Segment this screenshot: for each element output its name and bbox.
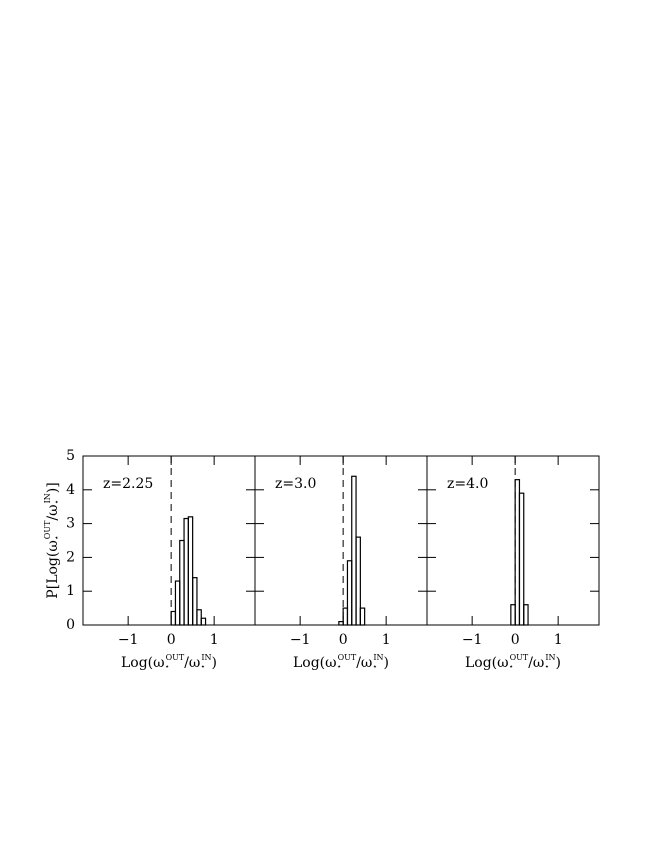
label-part: IN bbox=[43, 493, 52, 503]
bar bbox=[355, 536, 361, 626]
annotation: z=2.25 bbox=[103, 476, 153, 492]
bar bbox=[187, 516, 194, 626]
x-tick-label: 0 bbox=[167, 632, 176, 648]
axis-label: Log(ω⋆OUT/ω⋆IN) bbox=[293, 653, 389, 671]
bar bbox=[523, 604, 529, 626]
x-tick-label: 1 bbox=[210, 632, 219, 648]
label-part: /ω bbox=[528, 655, 544, 671]
label-part: ⋆ bbox=[544, 662, 549, 671]
label-part: OUT bbox=[338, 653, 357, 662]
x-tick-label: −1 bbox=[462, 632, 483, 648]
label-part: OUT bbox=[166, 653, 185, 662]
x-tick-label: −1 bbox=[290, 632, 311, 648]
label-part: Log(ω bbox=[293, 655, 337, 671]
label-part: ⋆ bbox=[509, 662, 514, 671]
label-part: IN bbox=[201, 653, 211, 662]
x-tick-label: 1 bbox=[382, 632, 391, 648]
label-part: /ω bbox=[45, 504, 61, 520]
axis-label: P[Log(ω⋆OUT/ω⋆IN)] bbox=[43, 482, 61, 598]
bar bbox=[170, 610, 177, 626]
y-tick-label: 3 bbox=[66, 516, 75, 532]
x-tick-label: 1 bbox=[554, 632, 563, 648]
label-part: Log(ω bbox=[465, 655, 509, 671]
label-part: IN bbox=[373, 653, 383, 662]
bar bbox=[514, 479, 521, 626]
bar bbox=[510, 604, 516, 626]
bar bbox=[351, 475, 357, 626]
y-tick-label: 1 bbox=[66, 583, 75, 599]
x-tick-label: 0 bbox=[339, 632, 348, 648]
label-part: ) bbox=[556, 655, 561, 671]
label-part: IN bbox=[545, 653, 555, 662]
bar bbox=[342, 607, 349, 626]
bar bbox=[179, 539, 185, 626]
bar bbox=[346, 560, 353, 626]
label-part: ) bbox=[212, 655, 217, 671]
label-part: OUT bbox=[43, 520, 52, 539]
annotation: z=3.0 bbox=[275, 476, 316, 492]
axis-label: Log(ω⋆OUT/ω⋆IN) bbox=[465, 653, 561, 671]
label-part: /ω bbox=[356, 655, 372, 671]
annotation: z=4.0 bbox=[447, 476, 488, 492]
label-part: ⋆ bbox=[165, 662, 170, 671]
bar bbox=[174, 580, 181, 626]
label-part: ⋆ bbox=[52, 535, 61, 540]
label-part: ⋆ bbox=[200, 662, 205, 671]
x-tick-label: 0 bbox=[511, 632, 520, 648]
label-part: )] bbox=[45, 482, 61, 493]
label-part: ⋆ bbox=[52, 499, 61, 504]
label-part: OUT bbox=[510, 653, 529, 662]
axis-label: Log(ω⋆OUT/ω⋆IN) bbox=[121, 653, 217, 671]
label-part: Log(ω bbox=[121, 655, 165, 671]
bar bbox=[338, 621, 344, 626]
bar bbox=[196, 609, 202, 626]
bar bbox=[200, 617, 207, 626]
bar bbox=[192, 577, 198, 626]
bar bbox=[359, 607, 366, 626]
label-part: ⋆ bbox=[337, 662, 342, 671]
label-part: P[Log(ω bbox=[45, 540, 61, 598]
y-tick-label: 4 bbox=[66, 482, 75, 498]
x-tick-label: −1 bbox=[118, 632, 139, 648]
label-part: ⋆ bbox=[372, 662, 377, 671]
y-tick-label: 5 bbox=[66, 448, 75, 464]
bar bbox=[183, 517, 189, 626]
y-tick-label: 0 bbox=[66, 617, 75, 633]
label-part: ) bbox=[384, 655, 389, 671]
label-part: /ω bbox=[184, 655, 200, 671]
bar bbox=[518, 492, 525, 626]
y-tick-label: 2 bbox=[66, 549, 75, 565]
